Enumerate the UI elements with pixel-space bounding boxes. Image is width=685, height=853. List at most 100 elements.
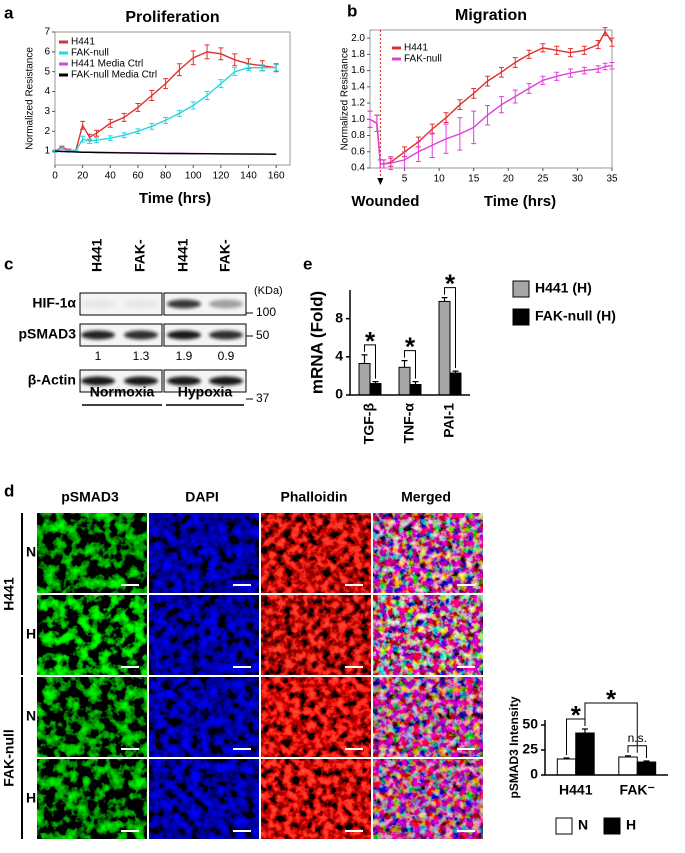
y-tick-label: 5: [44, 66, 50, 77]
legend-swatch: [603, 817, 621, 835]
band-ratio: 0.9: [218, 349, 235, 363]
y-tick-label: 50: [522, 716, 538, 732]
error-bar: [471, 110, 477, 145]
error-bar: [259, 64, 265, 72]
error-bar: [190, 50, 196, 66]
y-tick-label: 25: [522, 741, 538, 757]
error-bar: [595, 65, 601, 73]
micrograph: [373, 595, 483, 675]
micrograph: [261, 513, 371, 593]
legend-swatch: [512, 280, 530, 298]
x-tick-label: 5: [402, 174, 408, 185]
error-bar: [568, 68, 574, 78]
error-bar: [498, 96, 504, 114]
blot-band: [167, 376, 201, 386]
x-tick-label: 60: [132, 171, 144, 182]
x-tick-label: 15: [468, 174, 480, 185]
lane-label: H441: [89, 238, 105, 272]
y-tick-label: 0.8: [351, 130, 365, 141]
error-bar: [457, 117, 463, 151]
significance-bracket: [364, 344, 376, 379]
significance-label: n.s.: [628, 731, 647, 745]
error-bar: [595, 40, 601, 50]
error-bar: [402, 151, 408, 169]
legend-label: FAK-null Media Ctrl: [71, 70, 157, 81]
x-axis-label: Time (hrs): [139, 190, 211, 207]
error-bar: [609, 61, 615, 70]
column-header: Phalloidin: [281, 489, 348, 505]
error-bar: [273, 64, 279, 72]
error-bar: [602, 62, 608, 71]
y-tick-label: 2.0: [351, 33, 365, 44]
significance-bracket: [444, 287, 456, 369]
error-bar: [452, 370, 459, 374]
error-bar: [429, 132, 435, 158]
chart-title: Proliferation: [125, 9, 219, 26]
significance-label: *: [365, 326, 376, 356]
y-tick-label: 1.0: [351, 114, 365, 125]
legend-label: FAK-null: [404, 54, 442, 65]
protein-label: pSMAD3: [18, 326, 76, 342]
micrograph: [373, 677, 483, 757]
legend-swatch: [512, 308, 530, 326]
error-bar: [381, 159, 387, 169]
micrograph: [261, 595, 371, 675]
bar: [449, 372, 462, 396]
error-bar: [163, 78, 169, 90]
x-tick-label: PAI-1: [441, 403, 457, 438]
error-bar: [554, 71, 560, 81]
y-tick-label: 0.4: [351, 163, 365, 174]
blot-frame: [79, 369, 163, 393]
error-bar: [80, 135, 86, 143]
plot-frame: [369, 29, 613, 169]
micrograph: [149, 759, 259, 839]
axes: [544, 720, 668, 776]
blot-band: [209, 376, 243, 386]
band-ratio: 1.3: [133, 349, 150, 363]
y-axis-label: Normalized Resistance: [340, 47, 351, 150]
y-tick-label: 0: [335, 386, 343, 402]
band-ratio: 1: [95, 349, 102, 363]
protein-label: HIF-1α: [32, 295, 76, 311]
blot-band: [81, 330, 115, 340]
error-bar: [643, 760, 650, 762]
unit-label: (KDa): [254, 285, 283, 297]
bar: [438, 300, 451, 396]
micrograph: [373, 759, 483, 839]
bar: [358, 363, 371, 396]
condition-label: Normoxia: [90, 384, 155, 400]
x-tick-label: 10: [434, 174, 446, 185]
error-bar: [443, 123, 449, 154]
panel-label: b: [347, 1, 357, 20]
error-bar: [388, 156, 394, 171]
error-bar: [232, 67, 238, 77]
error-bar: [540, 43, 546, 53]
bar: [618, 756, 638, 776]
error-bar: [93, 129, 99, 137]
protein-label: β-Actin: [28, 372, 76, 388]
error-bar: [401, 360, 408, 368]
significance-bracket: [584, 702, 638, 753]
micrograph: [37, 595, 147, 675]
blot-frame: [79, 292, 163, 316]
column-header: Merged: [401, 489, 451, 505]
significance-label: *: [571, 700, 582, 730]
error-bar: [457, 99, 463, 111]
error-bar: [121, 132, 127, 139]
panel-label: a: [4, 3, 14, 22]
error-bar: [563, 757, 570, 759]
blot-band: [209, 330, 243, 340]
error-bar: [163, 116, 169, 124]
error-bar: [361, 354, 368, 364]
legend-label: H441: [71, 37, 95, 48]
lane-label: FAK-: [217, 239, 233, 272]
x-tick-label: FAK⁻: [620, 782, 655, 798]
marker-label: 37: [256, 391, 270, 405]
y-tick-label: 8: [335, 309, 343, 325]
line-series: [54, 150, 277, 155]
error-bar: [107, 135, 113, 142]
x-tick-label: 160: [268, 171, 285, 182]
legend-label: FAK-null (H): [535, 308, 616, 324]
x-axis-label: Time (hrs): [484, 193, 556, 210]
blot-band: [124, 330, 158, 340]
